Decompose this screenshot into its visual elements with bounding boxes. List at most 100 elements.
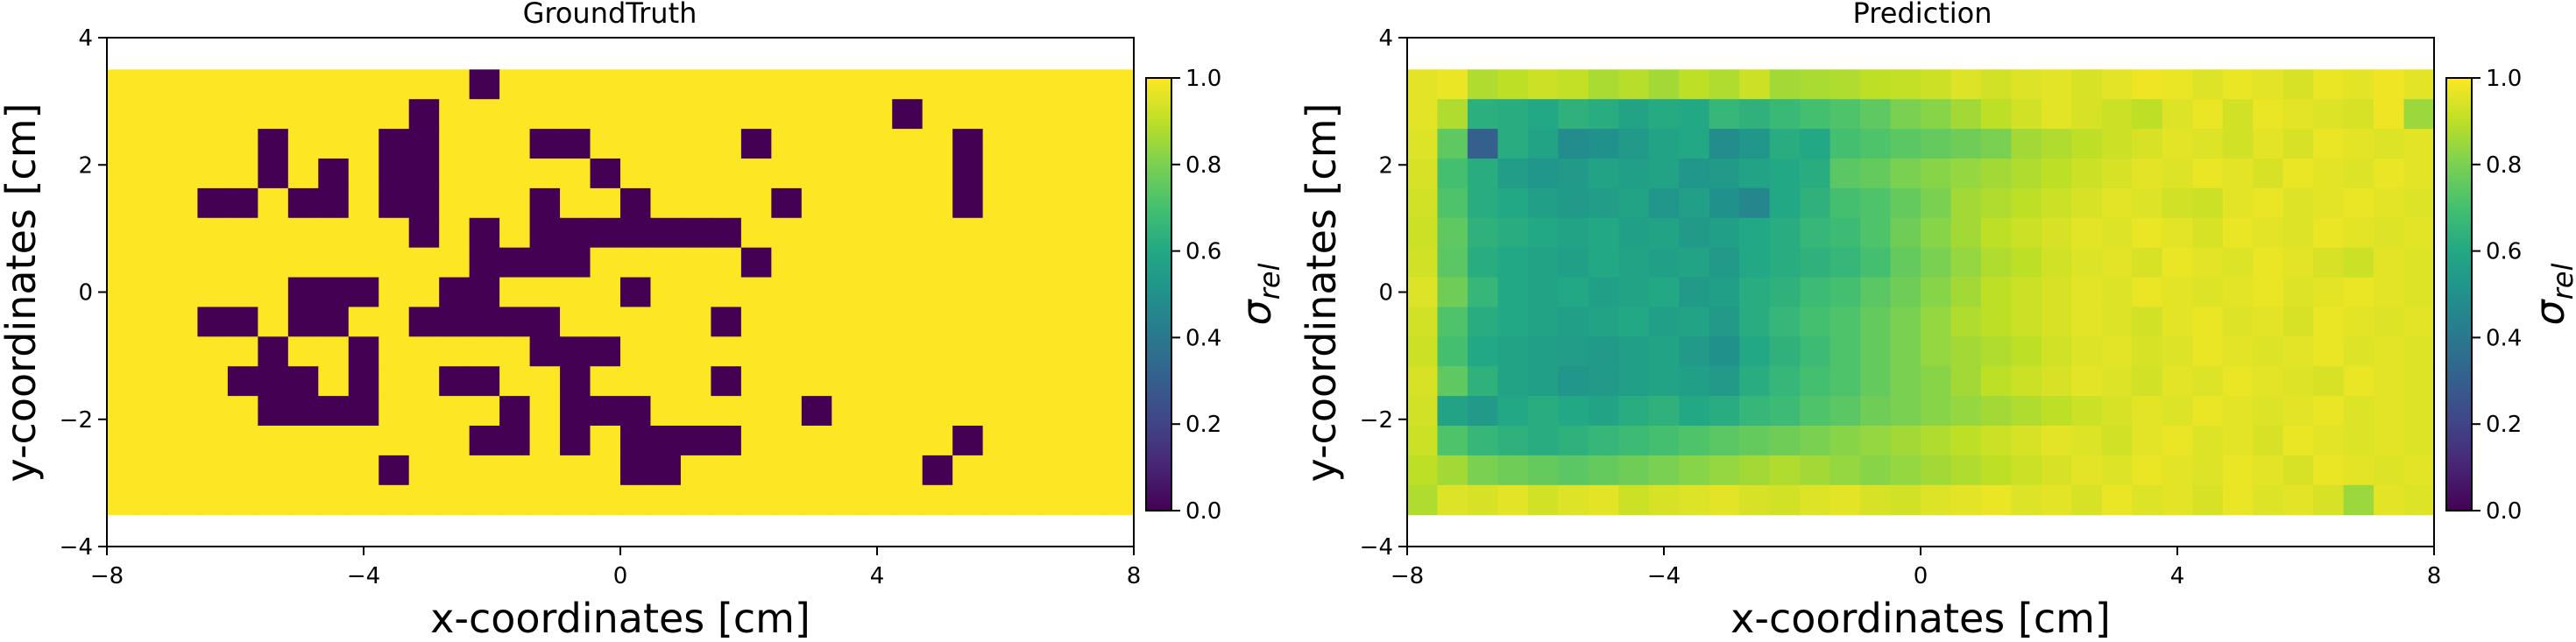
heatmap-cell — [801, 396, 832, 427]
colorbar-tick-label: 1.0 — [1185, 66, 1221, 92]
heatmap-cell — [1860, 158, 1892, 189]
heatmap-cell — [740, 158, 772, 189]
heatmap-cell — [590, 158, 621, 189]
heatmap-cell — [107, 129, 138, 159]
x-tick-label: −8 — [1391, 563, 1424, 589]
heatmap-cell — [137, 277, 168, 308]
heatmap-cell — [801, 158, 832, 189]
heatmap-cell — [1829, 307, 1861, 337]
heatmap-cell — [1618, 69, 1650, 100]
heatmap-cell — [2192, 336, 2224, 367]
heatmap-cell — [832, 336, 863, 367]
heatmap-cell — [1073, 426, 1105, 456]
heatmap-cell — [1527, 217, 1559, 249]
heatmap-cell — [590, 187, 621, 219]
heatmap-cell — [801, 336, 832, 367]
heatmap-cell — [2162, 158, 2193, 189]
heatmap-cell — [1648, 247, 1680, 279]
heatmap-cell — [258, 426, 289, 456]
heatmap-cell — [2011, 187, 2042, 219]
heatmap-cell — [1709, 396, 1740, 427]
heatmap-cell — [2041, 69, 2072, 100]
heatmap-cell — [1890, 307, 1921, 337]
heatmap-cell — [1497, 366, 1529, 397]
heatmap-cell — [529, 158, 561, 189]
heatmap-cell — [1648, 277, 1680, 308]
heatmap-cell — [1467, 307, 1499, 337]
heatmap-cell — [1769, 366, 1801, 397]
heatmap-cell — [801, 99, 832, 130]
heatmap-cell — [469, 247, 500, 279]
colorbar-label: σrel — [1233, 263, 1286, 325]
heatmap-cell — [1739, 336, 1771, 367]
heatmap-cell — [1407, 158, 1439, 189]
heatmap-cell — [318, 484, 350, 516]
heatmap-cell — [227, 307, 258, 337]
heatmap-cell — [439, 455, 471, 486]
heatmap-cell — [1437, 69, 1468, 100]
heatmap-cell — [2011, 307, 2042, 337]
heatmap-cell — [2313, 187, 2345, 219]
heatmap-cell — [922, 307, 953, 337]
heatmap-cell — [1527, 336, 1559, 367]
heatmap-cell — [2313, 336, 2345, 367]
y-axis-label: y-coordinates [cm] — [1298, 103, 1345, 483]
heatmap-cell — [620, 247, 652, 279]
heatmap-cell — [892, 158, 924, 189]
heatmap-cell — [1467, 158, 1499, 189]
heatmap-cell — [1527, 277, 1559, 308]
heatmap-cell — [740, 307, 772, 337]
heatmap-cell — [2041, 396, 2072, 427]
heatmap-cell — [1437, 484, 1468, 516]
heatmap-cell — [2403, 336, 2435, 367]
heatmap-cell — [439, 129, 471, 159]
heatmap-cell — [2282, 396, 2314, 427]
heatmap-cell — [2132, 217, 2163, 249]
heatmap-cell — [2403, 396, 2435, 427]
heatmap-cell — [952, 455, 984, 486]
heatmap-cell — [1800, 129, 1831, 159]
heatmap-cell — [1921, 129, 1952, 159]
heatmap-cell — [590, 277, 621, 308]
heatmap-cell — [2403, 129, 2435, 159]
heatmap-cell — [832, 187, 863, 219]
heatmap-cell — [2132, 366, 2163, 397]
heatmap-cell — [499, 217, 531, 249]
heatmap-cell — [2011, 129, 2042, 159]
heatmap-cell — [2071, 484, 2103, 516]
heatmap-cell — [711, 336, 742, 367]
heatmap-cell — [1829, 336, 1861, 367]
heatmap-cell — [1769, 455, 1801, 486]
heatmap-cell — [1890, 187, 1921, 219]
heatmap-cell — [1648, 336, 1680, 367]
heatmap-cell — [1467, 336, 1499, 367]
heatmap-cell — [922, 69, 953, 100]
chart-title: Prediction — [1853, 0, 1992, 30]
heatmap-cell — [1013, 455, 1044, 486]
heatmap-cell — [529, 129, 561, 159]
heatmap-cell — [2222, 426, 2254, 456]
heatmap-cell — [982, 69, 1014, 100]
heatmap-cell — [1980, 99, 2013, 130]
heatmap-cell — [1527, 99, 1559, 130]
heatmap-cell — [2192, 69, 2224, 100]
heatmap-cell — [2162, 187, 2193, 219]
heatmap-cell — [318, 158, 350, 189]
colorbar-tick-label: 0.4 — [2486, 325, 2522, 351]
heatmap-cell — [2343, 187, 2374, 219]
heatmap-cell — [227, 99, 258, 130]
heatmap-cell — [1709, 69, 1740, 100]
heatmap-cell — [1648, 69, 1680, 100]
heatmap-cell — [318, 217, 350, 249]
heatmap-cell — [2253, 307, 2284, 337]
heatmap-cell — [166, 396, 199, 427]
heatmap-cell — [1588, 396, 1619, 427]
heatmap-cell — [227, 217, 258, 249]
heatmap-cell — [166, 129, 199, 159]
heatmap-cell — [2162, 336, 2193, 367]
heatmap-cell — [1073, 277, 1105, 308]
heatmap-cell — [680, 366, 712, 397]
heatmap-cell — [2041, 129, 2072, 159]
heatmap-cell — [1769, 129, 1801, 159]
heatmap-cell — [2343, 158, 2374, 189]
